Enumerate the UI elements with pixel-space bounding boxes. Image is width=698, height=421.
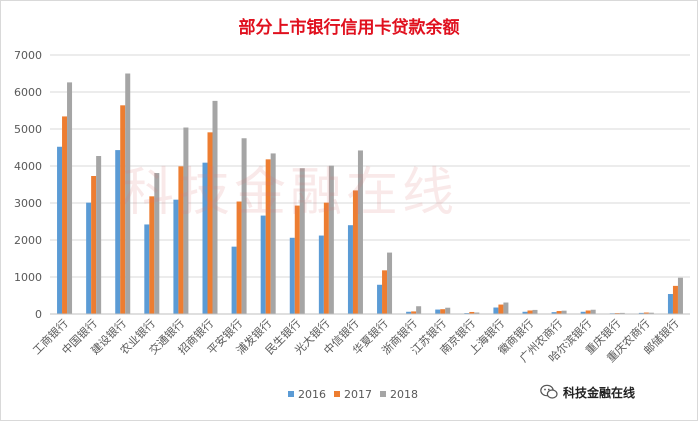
- bar-2018: [154, 173, 160, 314]
- bar-2016: [347, 225, 353, 314]
- legend-label: 2018: [390, 388, 418, 401]
- bar-2017: [120, 105, 126, 314]
- bar-2016: [318, 235, 324, 314]
- bar-2017: [207, 132, 213, 314]
- badge-text: 科技金融在线: [563, 385, 636, 400]
- bar-2018: [445, 307, 451, 314]
- bar-2018: [241, 138, 247, 314]
- bar-2018: [561, 310, 567, 314]
- bar-2016: [289, 237, 295, 314]
- y-axis-ticks: 0 1000 2000 3000 4000 5000 6000 7000: [14, 49, 42, 321]
- bars: [57, 73, 683, 315]
- bar-2018: [503, 302, 509, 314]
- y-tick-label: 4000: [14, 160, 42, 173]
- bar-2017: [498, 304, 504, 314]
- bar-2017: [178, 166, 184, 314]
- bar-2018: [96, 156, 102, 314]
- bar-2016: [173, 199, 179, 314]
- legend-label: 2016: [298, 388, 326, 401]
- bar-2017: [527, 310, 533, 314]
- bar-2018: [67, 82, 73, 314]
- bar-2016: [522, 311, 528, 314]
- bar-2017: [91, 175, 97, 314]
- bar-2016: [86, 202, 92, 314]
- bar-2018: [387, 252, 393, 314]
- bar-2016: [377, 284, 383, 314]
- y-tick-label: 0: [35, 308, 42, 321]
- y-tick-label: 7000: [14, 49, 42, 62]
- chart-title: 部分上市银行信用卡贷款余额: [239, 17, 460, 38]
- brand-badge: 科技金融在线: [540, 381, 635, 403]
- bar-2017: [643, 312, 649, 314]
- bar-2016: [57, 146, 63, 314]
- bar-2017: [62, 116, 68, 314]
- bar-2018: [270, 153, 276, 314]
- bar-2018: [590, 309, 596, 314]
- bar-2016: [493, 307, 499, 314]
- y-tick-label: 5000: [14, 123, 42, 136]
- y-tick-label: 2000: [14, 234, 42, 247]
- bar-2016: [144, 224, 150, 314]
- bar-2018: [357, 150, 363, 314]
- bar-2018: [619, 312, 625, 314]
- bar-2017: [556, 311, 562, 314]
- bar-2017: [149, 196, 155, 314]
- legend: 2016 2017 2018: [288, 388, 418, 401]
- wechat-icon: [540, 384, 558, 399]
- bar-2016: [638, 312, 644, 314]
- y-tick-label: 6000: [14, 86, 42, 99]
- bar-2017: [265, 159, 271, 314]
- legend-label: 2017: [344, 388, 372, 401]
- bar-2018: [125, 73, 131, 314]
- bar-2017: [323, 202, 329, 314]
- bar-2018: [328, 165, 334, 314]
- bar-2016: [435, 309, 441, 314]
- bar-2016: [406, 311, 412, 314]
- legend-swatch: [380, 391, 386, 397]
- legend-swatch: [288, 391, 294, 397]
- bar-2016: [551, 312, 557, 314]
- y-tick-label: 3000: [14, 197, 42, 210]
- y-tick-label: 1000: [14, 271, 42, 284]
- bar-2016: [115, 150, 121, 314]
- bar-2017: [236, 201, 242, 314]
- bar-2018: [474, 312, 480, 314]
- bar-2018: [532, 309, 538, 314]
- bar-2018: [299, 168, 305, 314]
- bar-2018: [677, 277, 683, 314]
- bar-2016: [580, 311, 586, 314]
- bar-2018: [648, 312, 654, 314]
- bar-2017: [382, 270, 388, 314]
- bar-2017: [585, 310, 591, 314]
- bar-2018: [183, 127, 189, 315]
- bar-2017: [469, 311, 475, 314]
- bar-2017: [411, 311, 417, 314]
- bar-2016: [231, 246, 237, 314]
- bar-2017: [352, 190, 358, 314]
- bar-2016: [202, 162, 208, 314]
- bar-2017: [672, 285, 678, 314]
- bar-2018: [212, 100, 218, 314]
- bar-2016: [260, 215, 266, 314]
- bar-2017: [440, 309, 446, 314]
- bar-2017: [294, 205, 300, 314]
- bar-2016: [667, 294, 673, 314]
- bar-2018: [416, 306, 422, 314]
- legend-swatch: [334, 391, 340, 397]
